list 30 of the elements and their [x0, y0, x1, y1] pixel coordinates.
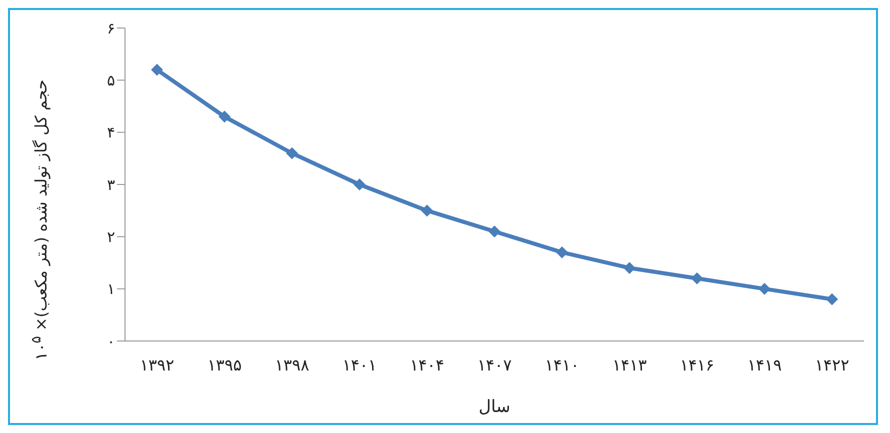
point	[218, 110, 230, 123]
x-tick-label: ۱۳۹۸	[274, 355, 310, 374]
x-tick-label: ۱۴۱۰	[544, 355, 580, 374]
x-tick-label: ۱۴۱۹	[747, 355, 782, 374]
x-tick-label: ۱۴۰۷	[477, 355, 512, 374]
x-tick-label: ۱۴۲۲	[814, 355, 850, 374]
point	[624, 262, 636, 274]
y-tick-label: ۲	[106, 228, 115, 246]
y-tick-label: ۱	[106, 280, 115, 298]
point	[421, 204, 433, 217]
y-tick-label: ۴	[106, 124, 115, 142]
point	[556, 246, 568, 258]
x-axis-title: سال	[478, 397, 510, 417]
point	[151, 64, 163, 76]
point	[691, 272, 703, 284]
y-tick-label: ۶	[106, 19, 115, 38]
point	[286, 147, 298, 160]
point	[758, 282, 770, 295]
y-tick-label: ۳	[106, 176, 115, 194]
x-tick-label: ۱۴۰۱	[342, 355, 377, 374]
x-tick-label: ۱۳۹۲	[140, 355, 174, 374]
point	[488, 225, 500, 238]
y-tick-label: ۰	[106, 332, 115, 350]
x-tick-label: ۱۴۰۴	[410, 355, 444, 374]
x-tick-label: ۱۳۹۵	[207, 355, 242, 374]
point	[354, 178, 366, 190]
y-tick-label: ۵	[106, 71, 115, 90]
x-tick-label: ۱۴۱۶	[680, 355, 714, 374]
point	[826, 293, 838, 306]
x-tick-label: ۱۴۱۳	[612, 355, 648, 374]
